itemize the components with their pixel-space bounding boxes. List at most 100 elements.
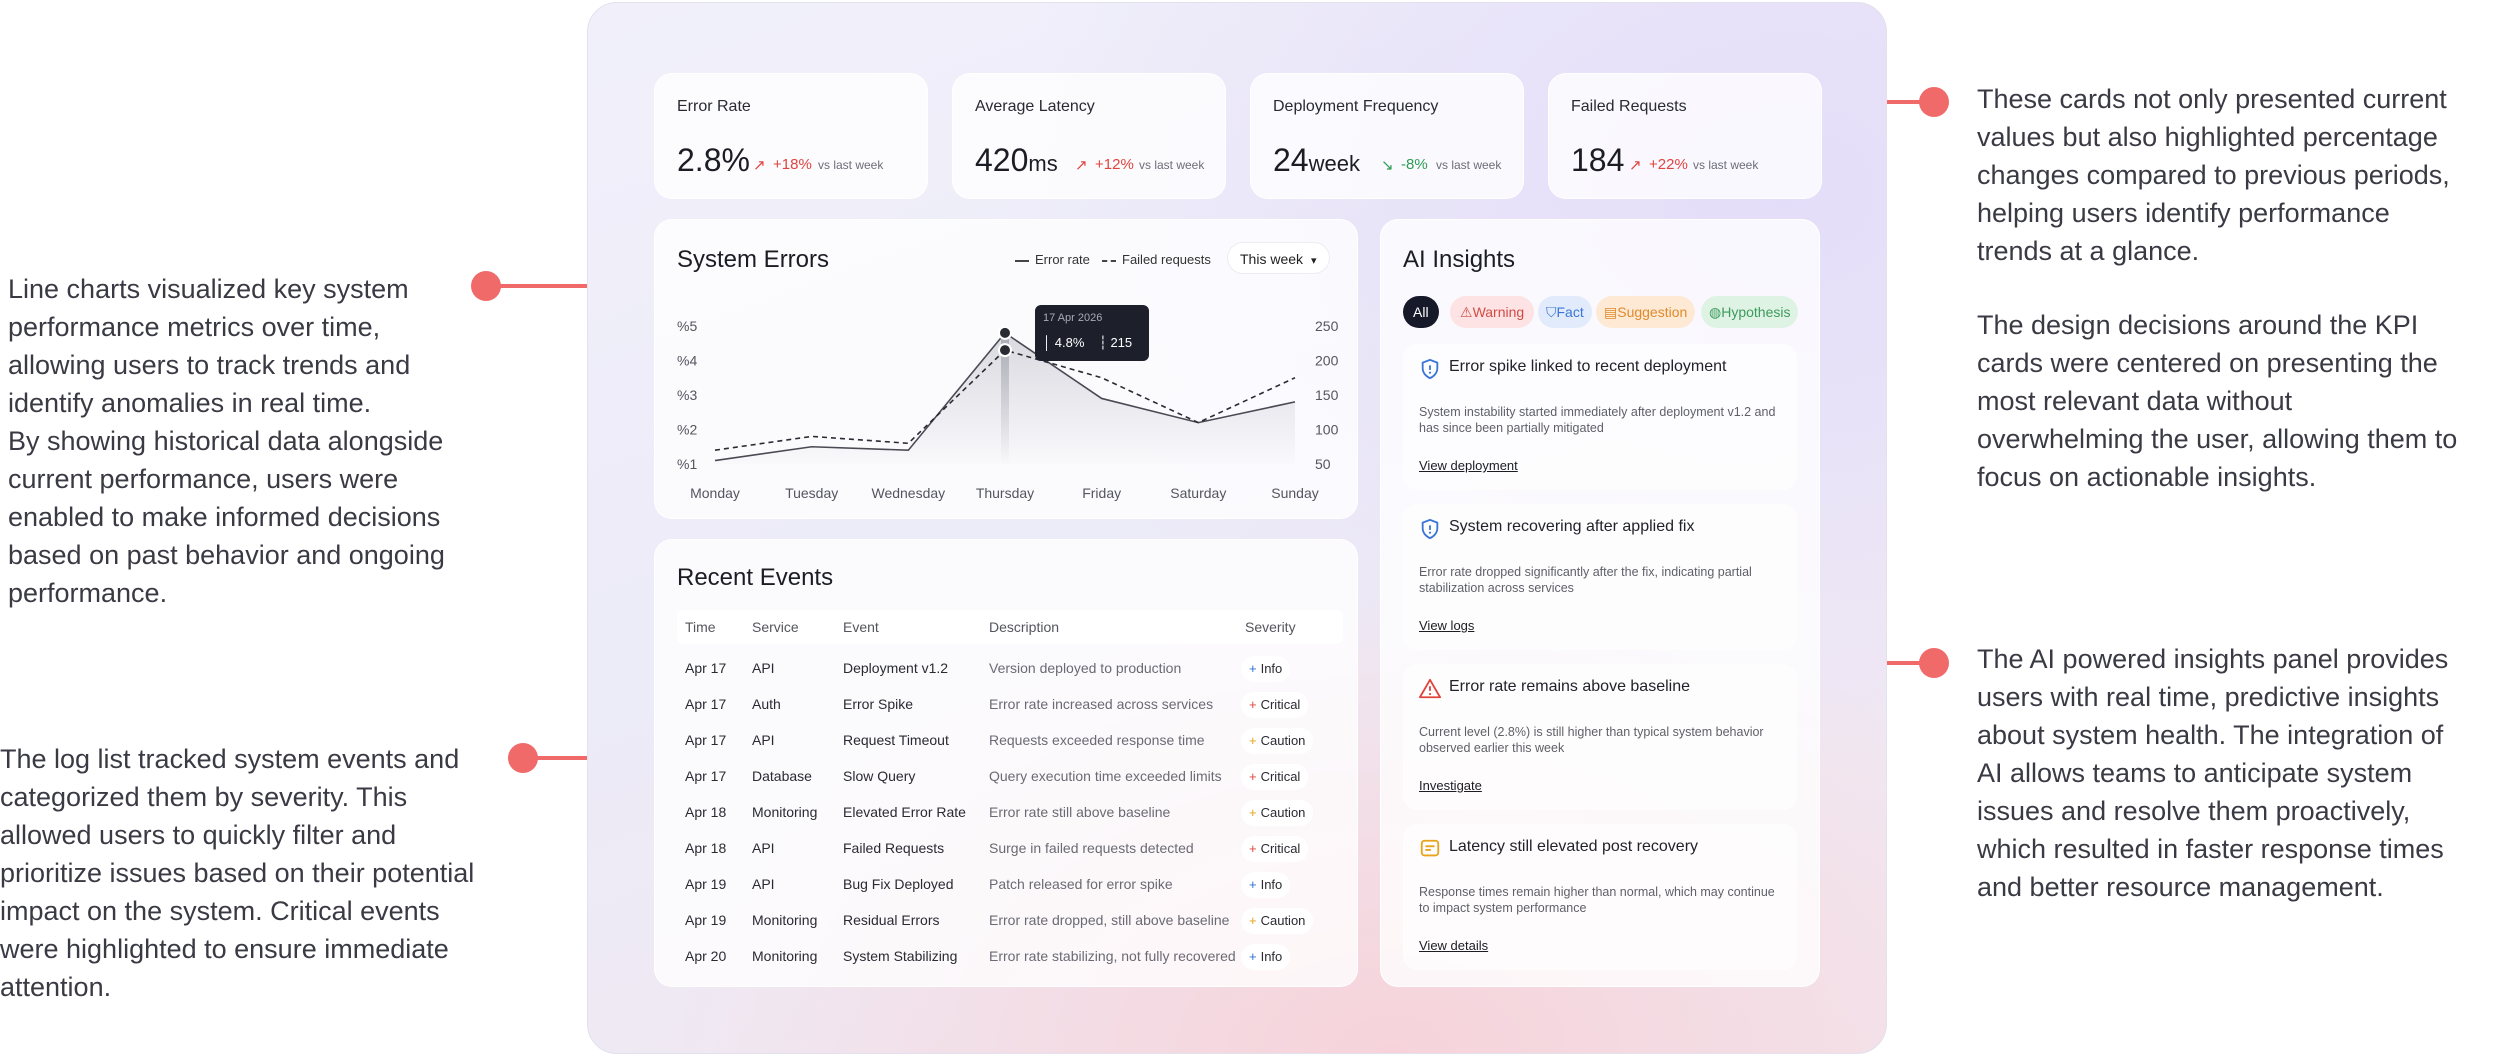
data-point-failed-requests [998,343,1012,358]
view-deployment-link[interactable]: View deployment [1419,458,1518,473]
system-errors-chart: %5 %4 %3 %2 %1 250 200 150 100 50 Monday Tuesday Wed… [677,318,1339,501]
cell-event: Slow Query [843,768,916,784]
kpi-change: +12% [1095,156,1134,173]
table-row[interactable]: Apr 17 Auth Error Spike Error rate increase… [677,687,1337,723]
insight-card[interactable]: Error spike linked to recent deployment … [1403,344,1797,490]
cell-description: Version deployed to production [989,660,1182,676]
table-row[interactable]: Apr 19 Monitoring Residual Errors Error rat… [677,903,1337,939]
filter-suggestion[interactable]: ▤Suggestion [1596,296,1696,328]
y-left-tick-label: %1 [677,456,697,472]
trend-up-icon: ↗ [1075,157,1088,174]
insight-card[interactable]: System recovering after applied fix Erro… [1403,504,1797,650]
kpi-change: +22% [1649,156,1688,173]
y-left-tick-label: %3 [677,387,697,403]
severity-label: Critical [1260,769,1301,784]
kpi-card-failed-requests[interactable]: Failed Requests 184 ↗ +22% vs last week [1548,73,1822,199]
severity-badge: + Critical [1241,836,1309,862]
insight-body: Current level (2.8%) is still higher tha… [1419,725,1764,755]
severity-badge: + Info [1241,872,1291,898]
cell-event: Failed Requests [843,840,945,856]
hypothesis-icon: ◍ [1709,304,1722,320]
table-row[interactable]: Apr 17 Database Slow Query Query execution … [677,759,1337,795]
cell-time: Apr 19 [685,876,727,892]
table-row[interactable]: Apr 18 Monitoring Elevated Error Rate Error… [677,795,1337,831]
plus-icon: + [1249,805,1257,820]
plus-icon: + [1249,841,1257,856]
shield-icon: ⛉ [1546,304,1557,320]
cell-time: Apr 17 [685,660,727,676]
connector-dot [1919,648,1949,678]
filter-hypothesis[interactable]: ◍Hypothesis [1701,296,1799,328]
x-tick-label: Saturday [1170,485,1226,501]
recent-events-card: Recent Events Time Service Event Descrip… [654,539,1358,987]
note-icon [1420,839,1440,857]
kpi-comparison: vs last week [1139,158,1205,172]
kpi-value: 24week [1273,142,1360,178]
x-tick-label: Monday [690,485,740,501]
table-row[interactable]: Apr 17 API Deployment v1.2 Version deployed… [677,651,1337,687]
cell-service: Monitoring [752,804,818,820]
kpi-card-error-rate[interactable]: Error Rate 2.8% ↗ +18% vs last week [654,73,928,199]
cell-service: API [752,660,775,676]
kpi-value: 2.8% [677,142,750,178]
y-right-tick-label: 250 [1315,318,1339,334]
severity-label: Info [1260,949,1283,964]
legend-error-rate: Error rate [1015,252,1090,267]
insight-card[interactable]: Error rate remains above baseline Curren… [1403,664,1797,810]
trend-down-icon: ↘ [1381,157,1394,174]
insight-title: Error rate remains above baseline [1449,678,1691,695]
table-row[interactable]: Apr 18 API Failed Requests Surge in failed … [677,831,1337,867]
cell-description: Query execution time exceeded limits [989,768,1222,784]
period-dropdown[interactable]: This week ▾ [1227,242,1330,274]
filter-all[interactable]: All [1403,296,1439,328]
filter-warning[interactable]: ⚠Warning [1450,296,1535,328]
highlight-bar [1001,332,1009,464]
kpi-label: Failed Requests [1571,98,1687,115]
severity-label: Info [1260,661,1283,676]
y-right-tick-label: 50 [1315,456,1331,472]
x-tick-label: Friday [1082,485,1121,501]
cell-description: Patch released for error spike [989,876,1173,892]
column-header-event[interactable]: Event [843,619,879,635]
chart-title: System Errors [677,246,830,273]
table-row[interactable]: Apr 20 Monitoring System Stabilizing Error … [677,939,1337,975]
trend-up-icon: ↗ [1629,157,1642,174]
insight-body: Response times remain higher than normal… [1419,885,1775,915]
cell-time: Apr 19 [685,912,727,928]
y-right-tick-label: 150 [1315,387,1339,403]
insight-card[interactable]: Latency still elevated post recovery Res… [1403,824,1797,970]
investigate-link[interactable]: Investigate [1419,778,1482,793]
column-header-time[interactable]: Time [685,619,716,635]
severity-badge: + Caution [1241,908,1314,934]
column-header-severity[interactable]: Severity [1245,619,1296,635]
shield-icon [1421,518,1439,540]
cell-service: API [752,876,775,892]
table-row[interactable]: Apr 19 API Bug Fix Deployed Patch released … [677,867,1337,903]
table-row[interactable]: Apr 17 API Request Timeout Requests exceede… [677,723,1337,759]
column-header-description[interactable]: Description [989,619,1060,635]
x-tick-label: Thursday [976,485,1034,501]
kpi-card-deployment[interactable]: Deployment Frequency 24week ↘ -8% vs las… [1250,73,1524,199]
cell-description: Error rate still above baseline [989,804,1171,820]
cell-event: Elevated Error Rate [843,804,966,820]
cell-time: Apr 17 [685,768,727,784]
legend-failed-requests: Failed requests [1102,252,1211,267]
cell-time: Apr 18 [685,840,727,856]
filter-fact[interactable]: ⛉Fact [1538,296,1592,328]
cell-description: Requests exceeded response time [989,732,1205,748]
warning-icon [1419,678,1441,699]
x-tick-label: Tuesday [785,485,838,501]
cell-service: API [752,732,775,748]
view-logs-link[interactable]: View logs [1419,618,1475,633]
column-header-service[interactable]: Service [752,619,799,635]
cell-time: Apr 17 [685,732,727,748]
cell-event: Error Spike [843,696,914,712]
insight-filters: All ⚠Warning ⛉Fact ▤Suggestion ◍Hypothes… [1403,296,1803,328]
severity-label: Critical [1260,841,1301,856]
y-left-tick-label: %4 [677,353,697,369]
kpi-card-latency[interactable]: Average Latency 420ms ↗ +12% vs last wee… [952,73,1226,199]
view-details-link[interactable]: View details [1419,938,1489,953]
kpi-change: +18% [773,156,812,173]
ai-insights-card: AI Insights All ⚠Warning ⛉Fact ▤Suggesti… [1380,219,1820,987]
annotation-log: The log list tracked system events and c… [0,744,475,1002]
